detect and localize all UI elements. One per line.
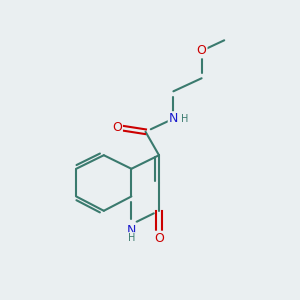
Text: O: O (197, 44, 206, 57)
Text: H: H (181, 114, 188, 124)
Text: O: O (112, 121, 122, 134)
Text: H: H (128, 233, 135, 243)
Text: N: N (169, 112, 178, 125)
Text: N: N (127, 224, 136, 237)
Text: O: O (154, 232, 164, 245)
